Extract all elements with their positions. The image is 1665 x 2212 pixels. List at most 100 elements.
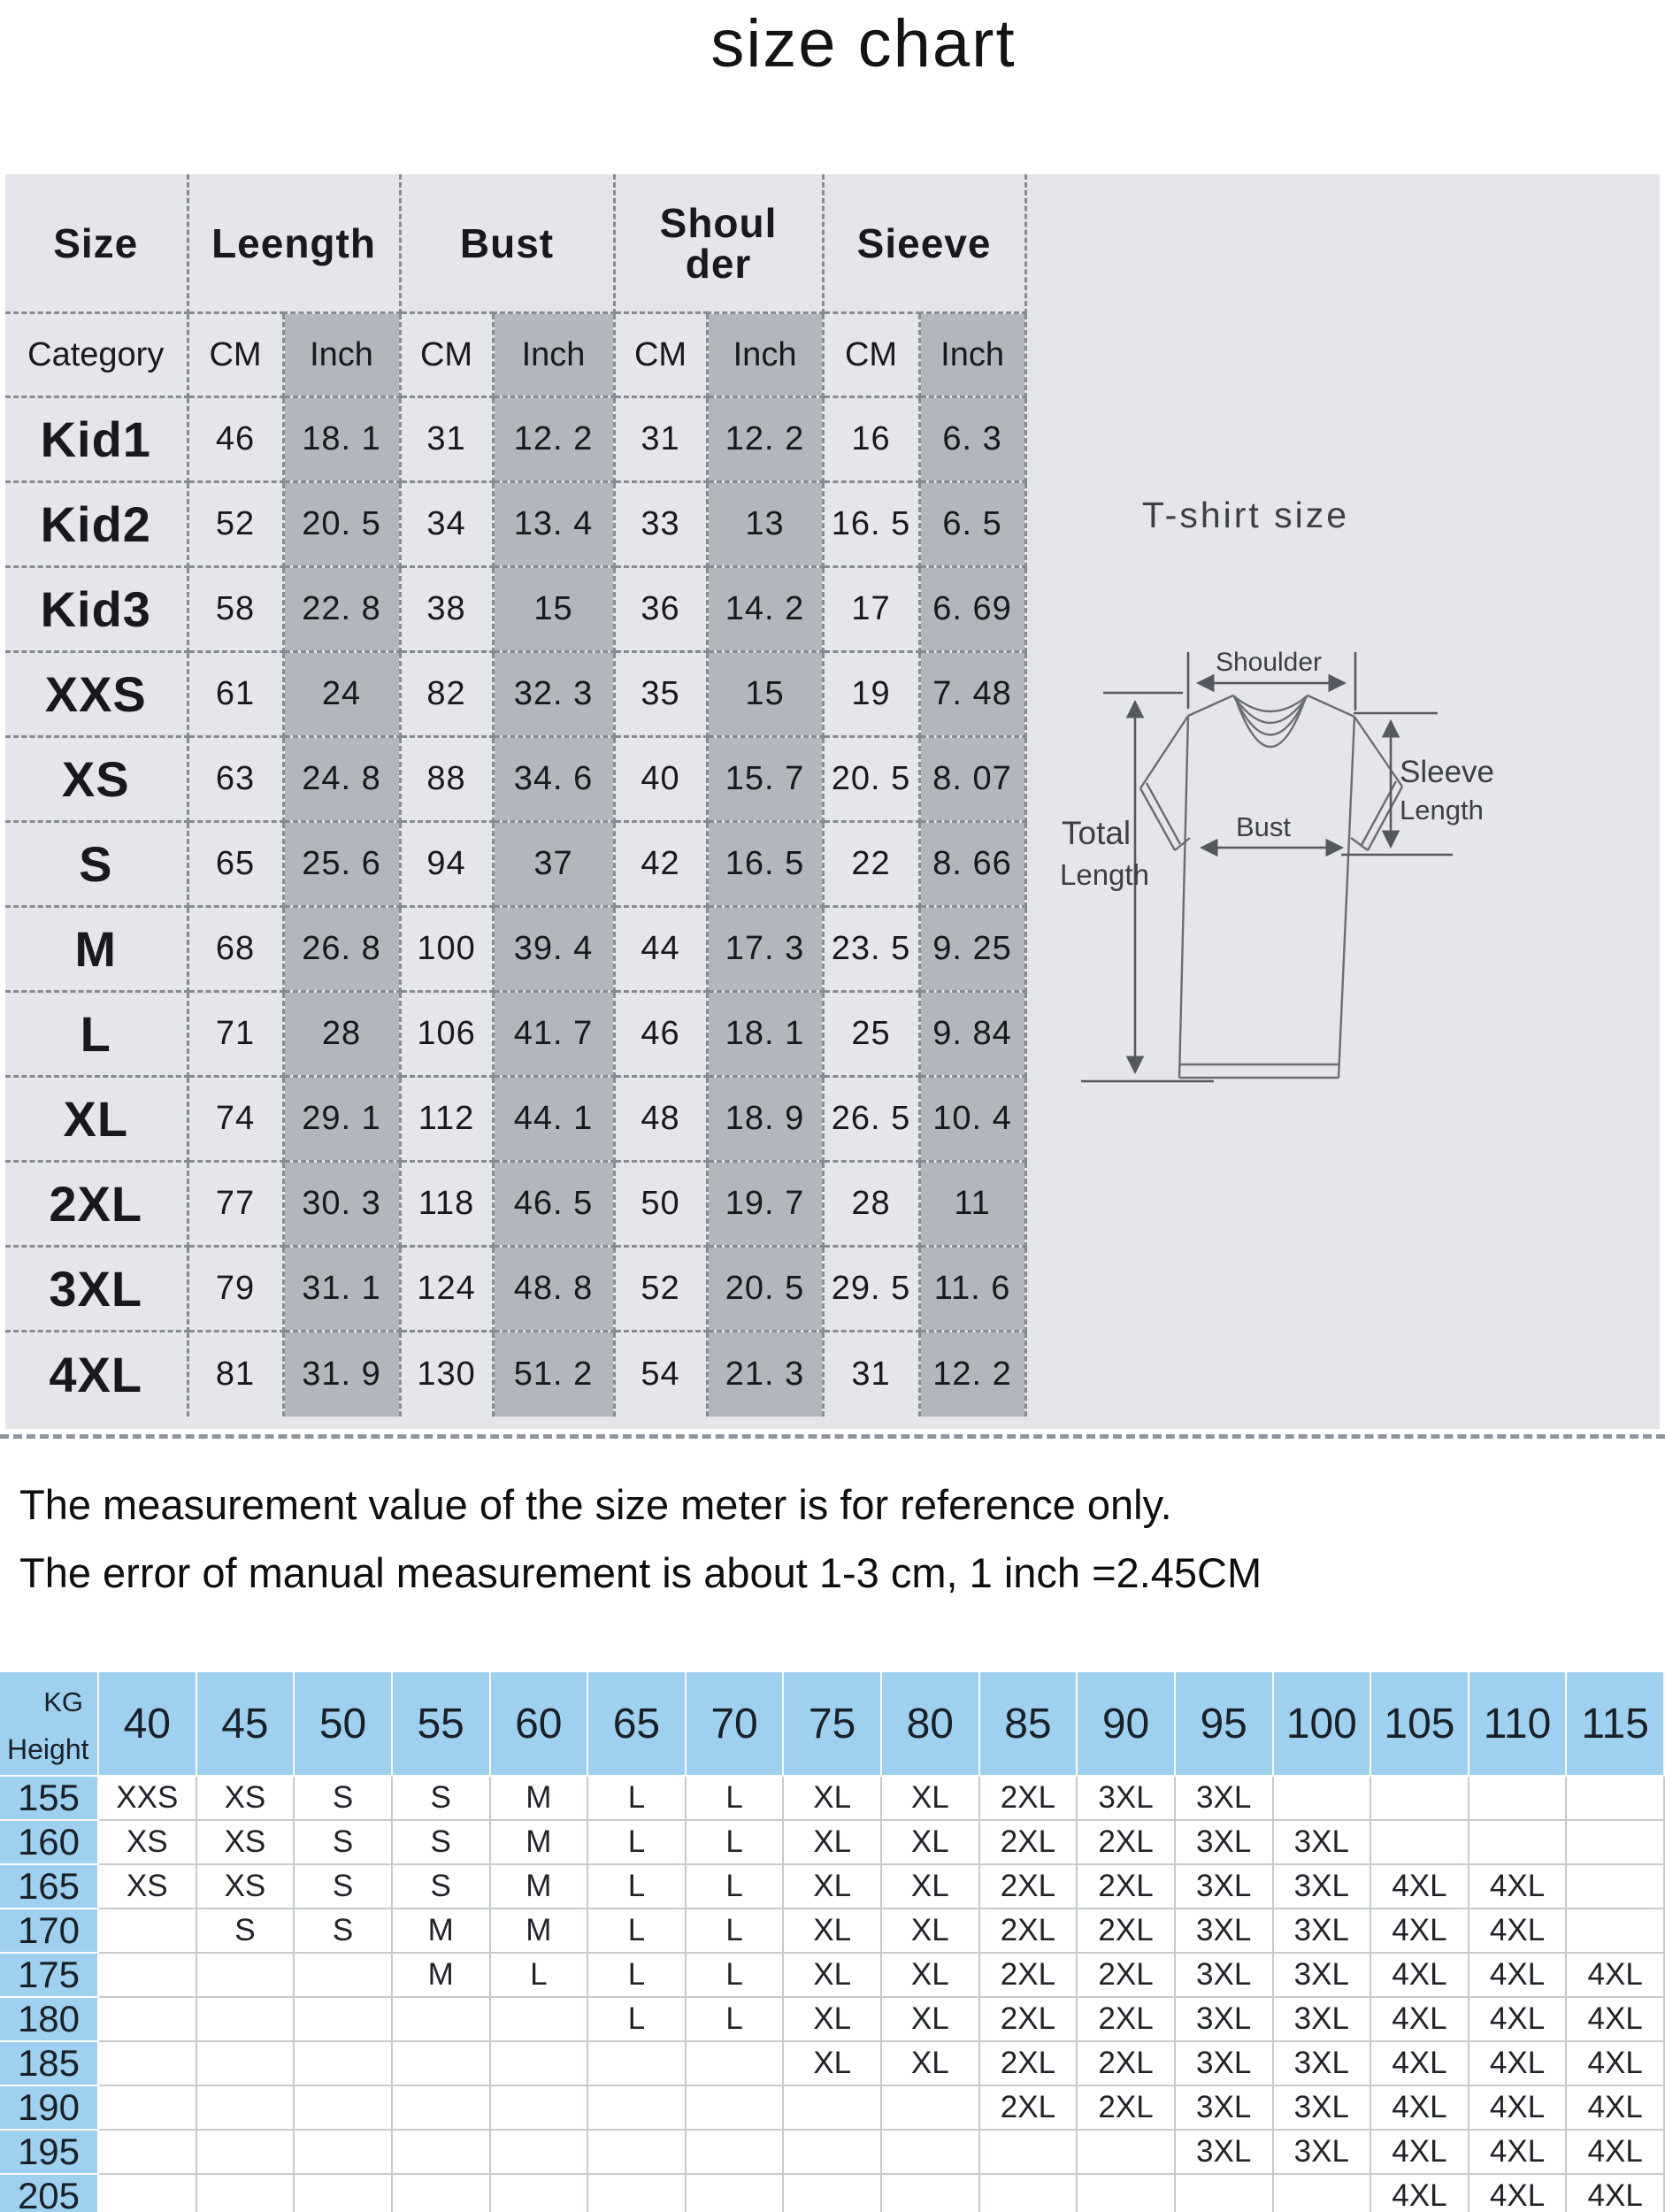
height-header-cell: 170 (0, 1909, 99, 1954)
size-row: XL 74 29. 1 112 44. 1 48 18. 9 26. 5 10. 4 (5, 1075, 1027, 1163)
bust-label: Bust (1236, 811, 1291, 842)
fit-size-cell (686, 2175, 785, 2212)
fit-size-cell: 3XL (1175, 1821, 1274, 1865)
fit-size-cell: 3XL (1273, 1821, 1372, 1865)
fit-size-cell: 3XL (1175, 2042, 1274, 2086)
fit-size-cell: 2XL (979, 1998, 1078, 2042)
size-value-cell: 41. 7 (491, 990, 616, 1078)
fit-size-cell (588, 2042, 687, 2086)
fit-size-cell: XL (784, 1821, 882, 1865)
fit-size-cell: S (392, 1821, 491, 1865)
size-value-cell: 79 (186, 1245, 285, 1333)
size-value-cell: 28 (821, 1160, 921, 1248)
fit-size-cell: L (588, 1777, 687, 1821)
fit-size-cell: XL (784, 1865, 882, 1909)
size-value-cell: 71 (186, 990, 285, 1078)
fit-row: 155 XXS XS S S M L L XL XL 2XL 3XL 3XL (0, 1777, 1665, 1821)
fit-size-cell (392, 2086, 491, 2131)
size-value-cell: 7. 48 (917, 650, 1027, 738)
size-value-cell: 31 (821, 1330, 921, 1417)
height-header-cell: 180 (0, 1998, 99, 2042)
fit-size-cell: 4XL (1371, 2042, 1469, 2086)
size-value-cell: 9. 25 (917, 905, 1027, 993)
size-table-group-header: Size Leength Bust Shoul der Sieeve (5, 174, 1027, 314)
diagram-title: T-shirt size (1142, 495, 1349, 535)
size-table-unit-header: Category CM Inch CM Inch CM Inch CM Inch (5, 311, 1027, 398)
fit-size-cell (979, 2131, 1078, 2175)
weight-header-cell: 45 (196, 1672, 295, 1777)
fit-size-cell: 3XL (1078, 1777, 1176, 1821)
neck-arc (1232, 695, 1308, 736)
height-header-cell: 205 (0, 2175, 99, 2212)
size-value-cell: 44. 1 (491, 1075, 616, 1163)
size-row: 2XL 77 30. 3 118 46. 5 50 19. 7 28 11 (5, 1160, 1027, 1248)
fit-size-cell (99, 1954, 197, 1998)
size-value-cell: 23. 5 (821, 905, 921, 993)
fit-size-cell (99, 2175, 197, 2212)
size-value-cell: 31. 1 (281, 1245, 402, 1333)
fit-size-cell: 4XL (1371, 1909, 1469, 1954)
fit-row: 170 S S M M L L XL XL 2XL 2XL 3XL 3XL 4XL 4XL (0, 1909, 1665, 1954)
size-row: 3XL 79 31. 1 124 48. 8 52 20. 5 29. 5 11. 6 (5, 1245, 1027, 1333)
size-unit-header: Inch (281, 311, 402, 398)
fit-size-cell: XL (882, 1998, 980, 2042)
size-value-cell: 24 (281, 650, 402, 738)
fit-size-cell: S (196, 1909, 295, 1954)
size-col-group: Sieeve (821, 174, 1027, 314)
fit-size-cell: L (686, 1998, 785, 2042)
fit-size-cell: 4XL (1567, 1998, 1665, 2042)
size-value-cell: 94 (398, 820, 495, 908)
size-value-cell: 77 (186, 1160, 285, 1248)
fit-row: 195 3XL 3XL 4XL 4XL 4XL (0, 2131, 1665, 2175)
fit-size-cell: XL (882, 1821, 980, 1865)
size-value-cell: 18. 9 (705, 1075, 825, 1163)
size-value-cell: 14. 2 (705, 565, 825, 653)
fit-size-cell: M (490, 1909, 589, 1954)
size-row: Kid1 46 18. 1 31 12. 2 31 12. 2 16 6. 3 (5, 396, 1027, 483)
fit-size-cell: M (490, 1865, 589, 1909)
size-unit-header: CM (821, 311, 921, 398)
weight-header-cell: 65 (588, 1672, 687, 1777)
size-value-cell: 30. 3 (281, 1160, 402, 1248)
fit-size-cell: 3XL (1273, 1998, 1372, 2042)
weight-header-cell: 110 (1469, 1672, 1568, 1777)
fit-size-cell: XL (882, 1865, 980, 1909)
height-header-cell: 155 (0, 1777, 99, 1821)
fit-size-cell (1273, 1777, 1372, 1821)
size-value-cell: 17 (821, 565, 921, 653)
size-measurement-table: Size Leength Bust Shoul der Sieeve Category C… (5, 174, 1027, 1417)
fit-size-cell (295, 2175, 393, 2212)
fit-size-cell (99, 2042, 197, 2086)
sleeve-length-label: Length (1400, 795, 1484, 826)
size-value-cell: 16 (821, 396, 921, 483)
size-value-cell: 61 (186, 650, 285, 738)
fit-row: 190 2XL 2XL 3XL 3XL 4XL 4XL 4XL (0, 2086, 1665, 2131)
fit-size-cell: 3XL (1175, 1909, 1274, 1954)
size-value-cell: 13 (705, 480, 825, 568)
fit-size-cell: S (295, 1865, 393, 1909)
size-row: XXS 61 24 82 32. 3 35 15 19 7. 48 (5, 650, 1027, 738)
size-row-label: XXS (5, 650, 189, 738)
fit-size-cell (784, 2131, 882, 2175)
fit-size-cell (1273, 2175, 1372, 2212)
size-value-cell: 21. 3 (705, 1330, 825, 1417)
tshirt-diagram-svg: T-shirt size (1060, 495, 1494, 1083)
fit-size-cell (1567, 1865, 1665, 1909)
page-title: size chart (710, 6, 1017, 81)
fit-size-cell (1567, 1777, 1665, 1821)
size-row-label: Kid1 (5, 396, 189, 483)
note-line: The measurement value of the size meter … (19, 1481, 1172, 1528)
size-value-cell: 112 (398, 1075, 495, 1163)
size-value-cell: 74 (186, 1075, 285, 1163)
fit-size-cell: L (588, 1909, 687, 1954)
size-value-cell: 24. 8 (281, 735, 402, 823)
fit-size-cell: L (588, 1821, 687, 1865)
size-row-label: XS (5, 735, 189, 823)
fit-size-cell: 4XL (1371, 1954, 1469, 1998)
fit-size-cell (196, 2042, 295, 2086)
weight-header-cell: 90 (1078, 1672, 1176, 1777)
fit-row: 160 XS XS S S M L L XL XL 2XL 2XL 3XL 3XL (0, 1821, 1665, 1865)
size-row: S 65 25. 6 94 37 42 16. 5 22 8. 66 (5, 820, 1027, 908)
fit-size-cell: M (490, 1777, 589, 1821)
